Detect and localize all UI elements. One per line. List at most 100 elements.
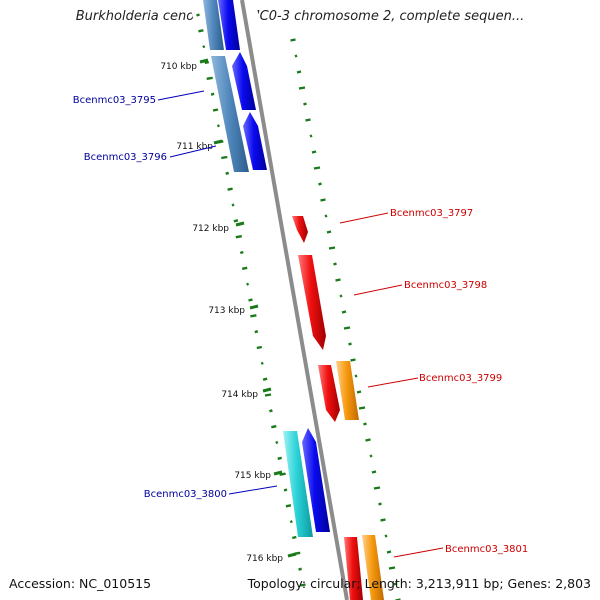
gc-dot bbox=[356, 390, 362, 394]
gc-dot bbox=[328, 246, 336, 250]
gc-dot bbox=[285, 504, 292, 508]
gc-dot bbox=[303, 102, 307, 106]
leader-3795 bbox=[157, 90, 205, 101]
gc-dot bbox=[206, 76, 213, 80]
gc-dot bbox=[298, 567, 302, 571]
gc-dot bbox=[196, 13, 200, 17]
tick-714-label: 714 kbp bbox=[221, 390, 258, 400]
gene-cds-3799[interactable] bbox=[318, 365, 340, 422]
gene-feature-3795[interactable] bbox=[211, 56, 249, 172]
gc-dot bbox=[241, 266, 248, 270]
gc-dot bbox=[363, 422, 367, 426]
kbp-ticks: 710 kbp 711 kbp 712 kbp 713 kbp 714 kbp … bbox=[160, 58, 297, 564]
gene-label-3798[interactable]: Bcenmc03_3798 bbox=[404, 280, 487, 291]
gc-dot bbox=[378, 502, 382, 506]
tick-713-label: 713 kbp bbox=[208, 306, 245, 316]
gene-label-3795[interactable]: Bcenmc03_3795 bbox=[73, 95, 156, 106]
gc-dot bbox=[341, 310, 347, 314]
gc-dot bbox=[235, 235, 242, 239]
tick-712-label: 712 kbp bbox=[192, 224, 229, 234]
gc-dot bbox=[384, 534, 388, 538]
gc-dot bbox=[298, 86, 306, 90]
gc-dot bbox=[256, 345, 263, 350]
map-title: Burkholderia cenocepacia MC0-3 chromosom… bbox=[75, 9, 525, 24]
gc-dot bbox=[210, 92, 215, 96]
gc-dot bbox=[335, 278, 341, 282]
gene-feature-3801[interactable] bbox=[362, 535, 384, 600]
gc-dot bbox=[369, 454, 373, 458]
gene-cds-3801[interactable] bbox=[344, 537, 363, 600]
gc-dot bbox=[202, 45, 206, 49]
gene-feature-3795-top[interactable] bbox=[203, 0, 224, 50]
leader-3801 bbox=[393, 547, 444, 558]
gene-cds-3797[interactable] bbox=[292, 216, 308, 243]
tick-710-mark bbox=[199, 58, 209, 64]
gc-dot bbox=[271, 425, 277, 429]
gc-dot bbox=[290, 38, 296, 42]
gene-label-3799[interactable]: Bcenmc03_3799 bbox=[419, 373, 502, 384]
forward-strand-features bbox=[292, 216, 384, 600]
gc-dot bbox=[311, 150, 317, 154]
gc-dot bbox=[225, 171, 230, 175]
gc-dot bbox=[233, 219, 239, 223]
leader-3798 bbox=[353, 284, 403, 296]
gc-dot bbox=[324, 214, 328, 218]
gc-dot bbox=[250, 314, 257, 318]
gene-cds-3795[interactable] bbox=[232, 52, 256, 110]
gc-dot bbox=[246, 282, 250, 286]
gc-dot bbox=[221, 155, 228, 160]
gc-dot bbox=[296, 70, 302, 74]
tick-715-mark bbox=[273, 470, 283, 476]
gc-dot bbox=[386, 550, 392, 554]
gc-dot bbox=[216, 124, 220, 128]
gc-dot bbox=[227, 187, 233, 191]
gc-dot bbox=[231, 203, 235, 207]
gc-dot bbox=[264, 393, 272, 397]
gc-dot bbox=[309, 134, 313, 138]
gc-dot bbox=[326, 230, 332, 234]
gc-dot bbox=[275, 440, 279, 445]
tick-711-mark bbox=[213, 139, 223, 145]
tick-715-label: 715 kbp bbox=[234, 471, 271, 481]
gene-cds-3796[interactable] bbox=[243, 112, 267, 170]
gc-dot bbox=[380, 518, 386, 522]
gc-dot bbox=[313, 166, 321, 170]
reverse-strand-features bbox=[203, 0, 330, 537]
leader-3796 bbox=[169, 145, 217, 158]
gc-dot bbox=[204, 60, 210, 65]
gc-dot bbox=[354, 374, 358, 378]
gc-dot bbox=[365, 438, 371, 442]
gc-dot bbox=[320, 198, 326, 202]
gc-dot bbox=[254, 330, 259, 334]
gene-label-3796[interactable]: Bcenmc03_3796 bbox=[84, 152, 167, 163]
accession-text: Accession: NC_010515 bbox=[9, 576, 152, 591]
gc-dot bbox=[277, 456, 282, 460]
tick-716-label: 716 kbp bbox=[246, 554, 283, 564]
gene-cds-3800[interactable] bbox=[302, 428, 330, 532]
gene-cds-3798[interactable] bbox=[298, 255, 326, 350]
gc-dot bbox=[300, 583, 306, 587]
gc-dot bbox=[292, 535, 297, 540]
tick-714-mark bbox=[262, 387, 272, 393]
gc-dot bbox=[198, 29, 204, 33]
gene-feature-3800[interactable] bbox=[283, 431, 313, 537]
gc-dot bbox=[339, 294, 343, 298]
backbone-line bbox=[240, 0, 349, 600]
gc-dot bbox=[348, 342, 352, 346]
gc-dot bbox=[393, 582, 397, 586]
gene-labels: Bcenmc03_3795 Bcenmc03_3796 Bcenmc03_379… bbox=[73, 90, 528, 558]
gc-dot bbox=[289, 520, 293, 524]
tick-710-label: 710 kbp bbox=[160, 62, 197, 72]
gc-dot bbox=[305, 118, 311, 122]
gene-feature-3799[interactable] bbox=[336, 361, 359, 420]
gene-label-3800[interactable]: Bcenmc03_3800 bbox=[144, 489, 227, 500]
gene-cds-3795-top[interactable] bbox=[218, 0, 240, 50]
gc-dot bbox=[248, 298, 253, 302]
gc-dot bbox=[279, 472, 286, 476]
gc-dot bbox=[350, 358, 356, 362]
gene-label-3797[interactable]: Bcenmc03_3797 bbox=[390, 208, 473, 219]
tick-716-mark bbox=[287, 552, 297, 558]
gc-dot bbox=[371, 470, 377, 474]
gene-label-3801[interactable]: Bcenmc03_3801 bbox=[445, 544, 528, 555]
